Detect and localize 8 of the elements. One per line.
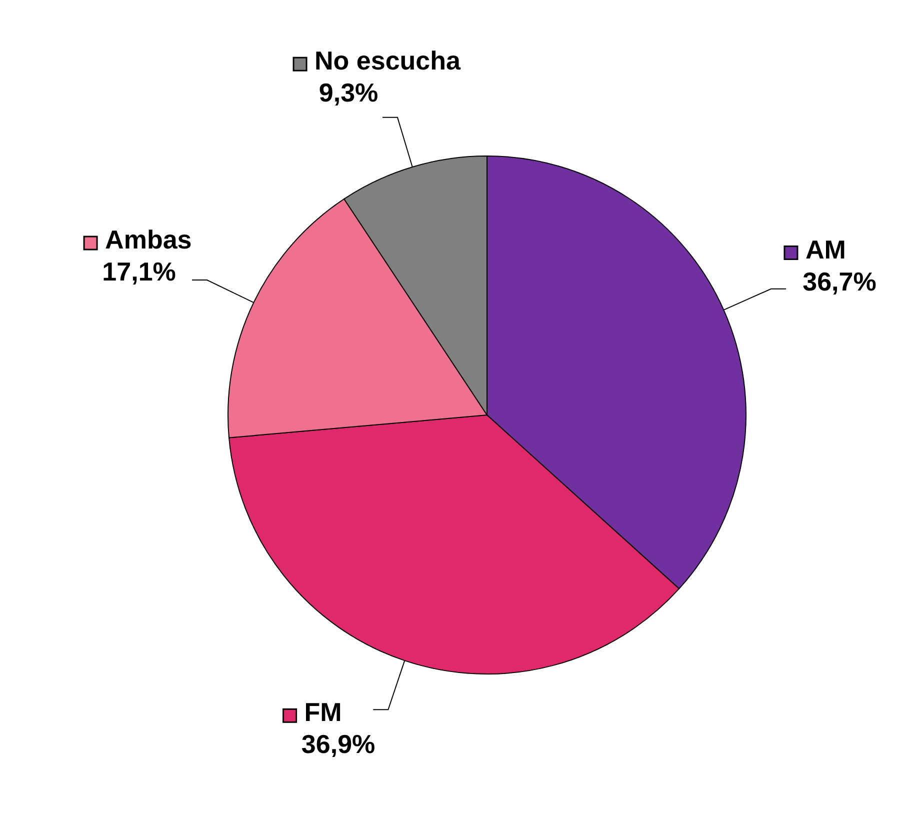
legend-label: No escucha [314,46,462,76]
legend-label: Ambas [105,224,192,255]
legend-label: FM [304,697,342,728]
data-label: 36,9% [301,729,376,760]
data-label: 17,1% [102,256,176,287]
data-label: 9,3% [318,78,378,108]
data-label: 36,7% [802,266,876,296]
legend-label: AM [805,234,846,264]
